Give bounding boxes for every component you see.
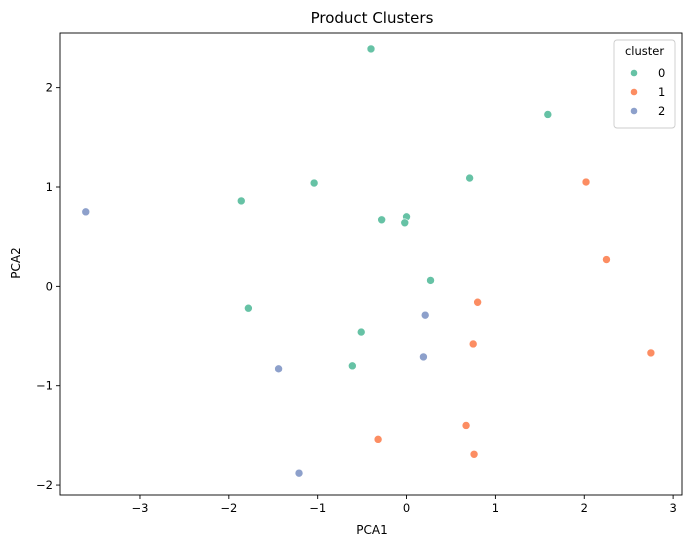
plot-frame bbox=[59, 32, 683, 496]
x-tick-label: 3 bbox=[669, 501, 676, 515]
point-cluster-0 bbox=[348, 361, 357, 371]
point-cluster-2 bbox=[420, 310, 430, 320]
legend-label-1: 1 bbox=[658, 85, 665, 99]
point-cluster-0 bbox=[366, 44, 376, 54]
point-cluster-0 bbox=[377, 215, 386, 225]
x-tick-label: −3 bbox=[131, 501, 148, 515]
point-cluster-1 bbox=[473, 297, 482, 307]
y-tick-label: 1 bbox=[46, 180, 53, 194]
point-cluster-0 bbox=[309, 178, 319, 188]
legend-marker-0 bbox=[630, 69, 638, 77]
x-axis-label: PCA1 bbox=[356, 523, 387, 537]
point-cluster-1 bbox=[468, 339, 478, 349]
legend-title: cluster bbox=[625, 44, 664, 58]
point-cluster-1 bbox=[581, 177, 591, 187]
point-cluster-1 bbox=[373, 435, 383, 444]
x-tick-label: 0 bbox=[403, 501, 410, 515]
y-tick-label: −1 bbox=[36, 379, 53, 393]
point-cluster-0 bbox=[465, 173, 474, 183]
point-cluster-0 bbox=[400, 218, 410, 228]
legend-label-0: 0 bbox=[658, 66, 665, 80]
chart-title: Product Clusters bbox=[311, 9, 434, 27]
y-tick-label: −2 bbox=[36, 478, 53, 492]
legend: cluster 0 1 2 bbox=[613, 39, 676, 129]
x-tick-label: −2 bbox=[220, 501, 237, 515]
legend-marker-2 bbox=[630, 107, 638, 115]
x-tick-label: −1 bbox=[309, 501, 326, 515]
point-cluster-2 bbox=[81, 207, 91, 217]
point-cluster-2 bbox=[419, 352, 428, 362]
legend-box bbox=[613, 39, 676, 129]
y-tick-label: 0 bbox=[46, 279, 53, 293]
y-axis-label: PCA2 bbox=[9, 247, 23, 278]
point-cluster-1 bbox=[646, 348, 656, 358]
legend-label-2: 2 bbox=[658, 104, 665, 118]
point-cluster-0 bbox=[543, 110, 553, 119]
point-cluster-0 bbox=[244, 303, 253, 313]
point-cluster-0 bbox=[356, 327, 366, 337]
point-cluster-0 bbox=[236, 196, 246, 206]
x-tick-label: 2 bbox=[581, 501, 588, 515]
x-tick-label: 1 bbox=[492, 501, 499, 515]
point-cluster-2 bbox=[274, 364, 283, 374]
legend-marker-1 bbox=[630, 88, 638, 96]
point-cluster-1 bbox=[469, 449, 479, 459]
plot-area: −3 −2 −1 0 1 2 3 −2 −1 0 1 2 bbox=[36, 32, 683, 515]
point-cluster-2 bbox=[294, 468, 304, 478]
point-cluster-0 bbox=[426, 276, 435, 285]
point-cluster-1 bbox=[461, 421, 471, 430]
point-cluster-1 bbox=[602, 255, 611, 264]
y-tick-label: 2 bbox=[46, 81, 53, 95]
